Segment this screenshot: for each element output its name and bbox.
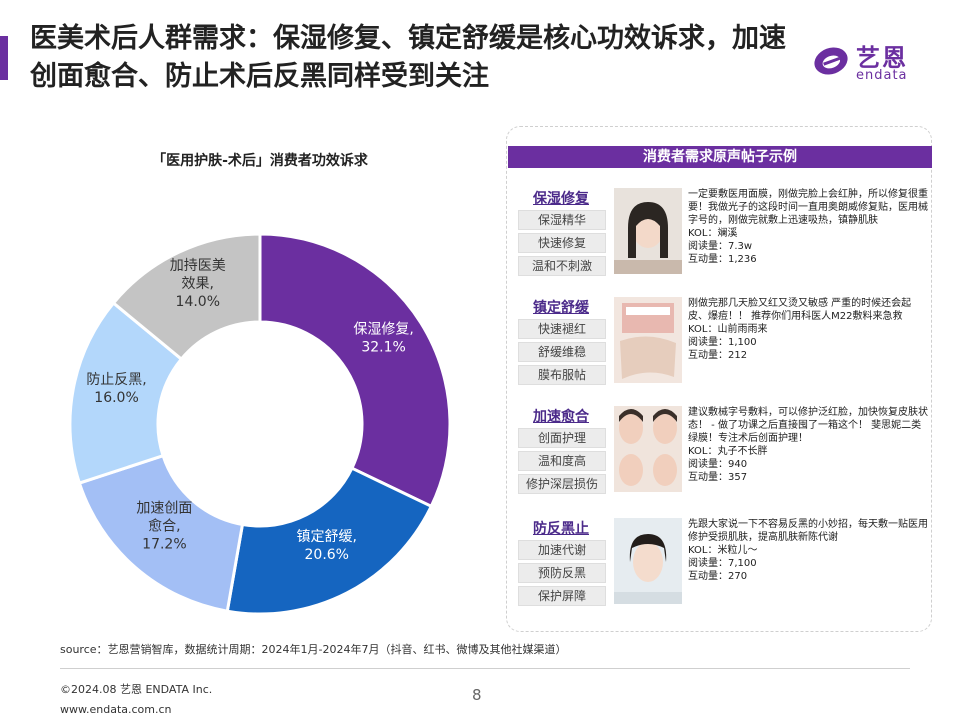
quote-group-moisture: 保湿修复 保湿精华 快速修复 温和不刺激 一定要敷医用面膜，刚做完脸上会红肿，所… [516,188,928,296]
tag: 保护屏障 [518,586,606,606]
copyright: ©2024.08 艺恩 ENDATA Inc. [60,683,213,696]
panel-header: 消费者需求原声帖子示例 [508,146,932,168]
slice-label: 加速创面愈合, 17.2% [136,500,192,552]
post-reads: 阅读量：7.3w [688,241,753,252]
slice-label-line: 防止反黑, [86,372,146,388]
slice-label-line: 加速创面 [136,500,192,516]
post-text: 刚做完那几天脸又红又烫又敏感 严重的时候还会起皮、爆痘！！ 推荐你们用科医人M2… [688,297,928,362]
slice-label-line: 愈合, [148,518,180,534]
slice-label: 防止反黑, 16.0% [86,372,146,406]
logo-text-cn: 艺恩 [856,44,908,72]
group-title: 镇定舒缓 [533,300,589,316]
title-accent-bar [0,36,8,80]
post-content: 一定要敷医用面膜，刚做完脸上会红肿，所以修复很重要！我做光子的这段时间一直用奥朗… [688,189,928,226]
post-photo [614,518,682,604]
brand-logo: 艺恩 endata [812,36,932,86]
page-number: 8 [472,686,482,704]
tag: 快速修复 [518,233,606,253]
face-photo-icon [614,188,682,274]
slice-label-line: 保湿修复, [353,320,413,337]
post-reads: 阅读量：940 [688,459,748,470]
face-collage-icon [614,406,682,492]
post-text: 一定要敷医用面膜，刚做完脸上会红肿，所以修复很重要！我做光子的这段时间一直用奥朗… [688,188,928,266]
tag: 保湿精华 [518,210,606,230]
donut-chart: 保湿修复, 32.1% 镇定舒缓, 20.6% 加速创面愈合, 17.2% 防止反黑, 16.… [68,232,452,616]
quote-group-anti-darkening: 防反黑止 加速代谢 预防反黑 保护屏障 先跟大家说一下不容易反黑的小妙招，每天敷… [516,518,928,626]
post-kol: KOL：斓溪 [688,228,738,239]
post-interactions: 互动量：1,236 [688,254,757,265]
tag: 温和不刺激 [518,256,606,276]
post-photo [614,188,682,274]
post-photo [614,297,682,383]
tag: 预防反黑 [518,563,606,583]
slice-label-line: 20.6% [305,547,349,563]
slice-label-line: 镇定舒缓, [297,529,357,545]
tag: 温和度高 [518,451,606,471]
slice-label-line: 效果, [182,276,214,292]
post-content: 先跟大家说一下不容易反黑的小妙招，每天敷一贴医用修护受损肌肤，提高肌肤新陈代谢 [688,519,928,543]
group-title: 保湿修复 [533,191,589,207]
endata-logo-icon [814,47,848,75]
post-reads: 阅读量：7,100 [688,558,757,569]
tag: 加速代谢 [518,540,606,560]
post-kol: KOL：米粒儿～ [688,545,758,556]
slice-label-line: 14.0% [176,294,220,310]
tag: 膜布服帖 [518,365,606,385]
chart-title: 「医用护肤-术后」消费者功效诉求 [152,153,368,169]
slice-label-line: 32.1% [361,339,405,355]
product-photo-icon [614,297,682,383]
post-interactions: 互动量：212 [688,350,748,361]
slice-label: 保湿修复, 32.1% [353,320,413,355]
slice-label-line: 加持医美 [170,258,226,274]
post-reads: 阅读量：1,100 [688,337,757,348]
post-content: 刚做完那几天脸又红又烫又敏感 严重的时候还会起皮、爆痘！！ 推荐你们用科医人M2… [688,298,912,322]
slice-label-line: 17.2% [142,536,186,552]
tag: 快速褪红 [518,319,606,339]
post-text: 先跟大家说一下不容易反黑的小妙招，每天敷一贴医用修护受损肌肤，提高肌肤新陈代谢 … [688,518,928,583]
post-text: 建议敷械字号敷料，可以修护泛红脸，加快恢复皮肤状态！ - 做了功课之后直接囤了一… [688,406,928,484]
group-title: 防反黑止 [533,521,589,537]
donut-slice [111,232,262,362]
post-kol: KOL：山前雨雨来 [688,324,768,335]
tag: 创面护理 [518,428,606,448]
logo-text-en: endata [856,68,908,83]
slice-label-line: 16.0% [94,390,138,406]
post-content: 建议敷械字号敷料，可以修护泛红脸，加快恢复皮肤状态！ - 做了功课之后直接囤了一… [688,407,928,444]
donut-slice [225,466,434,616]
quote-group-soothing: 镇定舒缓 快速褪红 舒缓维稳 膜布服帖 刚做完那几天脸又红又烫又敏感 严重的时候… [516,297,928,405]
post-interactions: 互动量：357 [688,472,748,483]
post-kol: KOL：丸子不长胖 [688,446,768,457]
post-photo [614,406,682,492]
donut-slice [258,232,452,509]
website-link[interactable]: www.endata.com.cn [60,703,172,716]
footer-divider [60,668,910,669]
tag: 舒缓维稳 [518,342,606,362]
tag: 修护深层损伤 [518,474,606,494]
source-note: source：艺恩营销智库，数据统计周期：2024年1月-2024年7月（抖音、… [60,643,567,656]
quotes-panel [506,126,932,632]
quote-group-healing: 加速愈合 创面护理 温和度高 修护深层损伤 建议敷械字号敷料，可以修护泛红脸，加… [516,406,928,514]
post-interactions: 互动量：270 [688,571,748,582]
slice-label: 加持医美效果, 14.0% [170,258,226,310]
slice-label: 镇定舒缓, 20.6% [297,529,357,563]
group-title: 加速愈合 [533,409,589,425]
page-title: 医美术后人群需求：保湿修复、镇定舒缓是核心功效诉求，加速创面愈合、防止术后反黑同… [30,23,786,92]
face-photo-icon [614,518,682,604]
